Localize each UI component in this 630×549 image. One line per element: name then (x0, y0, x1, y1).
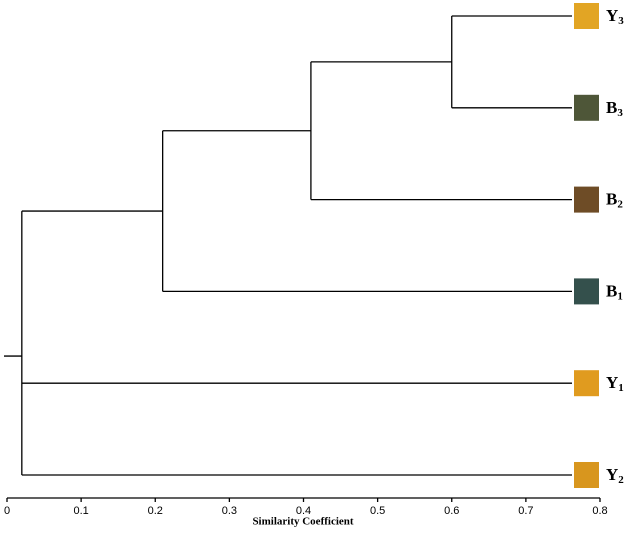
leaf-name: B (606, 98, 617, 117)
leaf-swatch (574, 462, 599, 488)
leaf-label: Y2 (606, 465, 624, 486)
x-tick-label: 0.6 (444, 505, 459, 517)
leaf-name: Y (606, 6, 618, 25)
x-tick-label: 0.1 (73, 505, 88, 517)
x-tick-label: 0.5 (370, 505, 385, 517)
leaf-swatch (574, 3, 599, 29)
leaf-swatch (574, 94, 599, 121)
x-tick-label: 0.4 (296, 505, 311, 517)
leaf-subscript: 3 (618, 15, 624, 27)
x-tick-label: 0.3 (222, 505, 237, 517)
leaf-subscript: 2 (618, 474, 624, 486)
leaf-swatch (574, 370, 599, 397)
leaf-label: B2 (606, 190, 623, 211)
leaf-subscript: 1 (618, 382, 624, 394)
x-axis-label: Similarity Coefficient (252, 516, 353, 528)
x-tick-label: 0 (4, 505, 10, 517)
leaf-name: Y (606, 373, 618, 392)
x-tick-label: 0.7 (518, 505, 533, 517)
leaf-label: Y1 (606, 373, 624, 394)
leaf-label: B3 (606, 98, 623, 119)
x-tick-label: 0.8 (592, 505, 607, 517)
leaf-name: B (606, 281, 617, 300)
leaf-subscript: 2 (617, 198, 623, 210)
leaf-name: B (606, 190, 617, 209)
leaf-label: B1 (606, 281, 623, 302)
leaf-swatch (574, 278, 599, 305)
leaf-swatch (574, 186, 599, 213)
x-tick-label: 0.2 (148, 505, 163, 517)
leaf-name: Y (606, 465, 618, 484)
leaf-subscript: 1 (617, 290, 623, 302)
leaf-subscript: 3 (617, 106, 623, 118)
leaf-label: Y3 (606, 6, 624, 27)
